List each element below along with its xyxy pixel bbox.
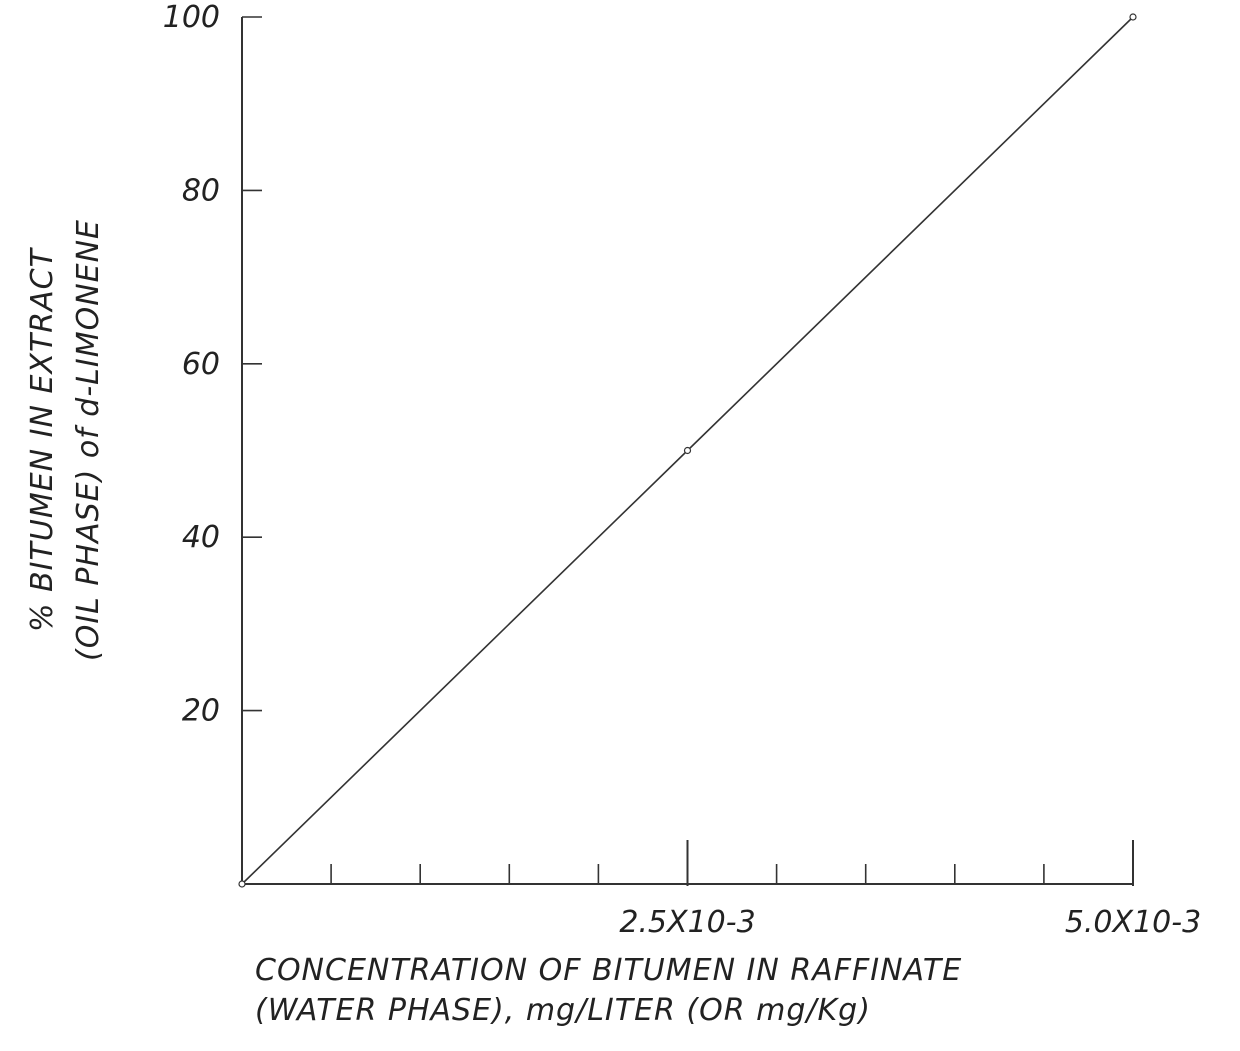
data-point bbox=[683, 446, 692, 455]
data-point bbox=[1129, 13, 1137, 21]
x-axis-label: CONCENTRATION OF BITUMEN IN RAFFINATE bbox=[255, 953, 962, 988]
x-tick-label: 2.5X10-3 bbox=[619, 905, 755, 940]
labels: CONCENTRATION OF BITUMEN IN RAFFINATE (WA… bbox=[25, 219, 962, 1028]
ticks: 20 40 60 80 100 2.5X10-3 5.0X10-3 bbox=[163, 0, 1201, 940]
series bbox=[238, 13, 1137, 888]
y-tick-label: 60 bbox=[182, 347, 220, 382]
y-axis-label: (OIL PHASE) of d-LIMONENE bbox=[71, 219, 106, 661]
y-tick-label: 20 bbox=[182, 694, 220, 729]
y-tick-label: 80 bbox=[182, 173, 220, 208]
x-axis-label: (WATER PHASE), mg/LITER (OR mg/Kg) bbox=[255, 993, 871, 1028]
y-tick-label: 40 bbox=[182, 520, 220, 555]
y-tick-label: 100 bbox=[163, 0, 220, 35]
y-axis-label: % BITUMEN IN EXTRACT bbox=[25, 246, 60, 632]
data-point bbox=[238, 880, 246, 888]
x-tick-label: 5.0X10-3 bbox=[1065, 905, 1201, 940]
